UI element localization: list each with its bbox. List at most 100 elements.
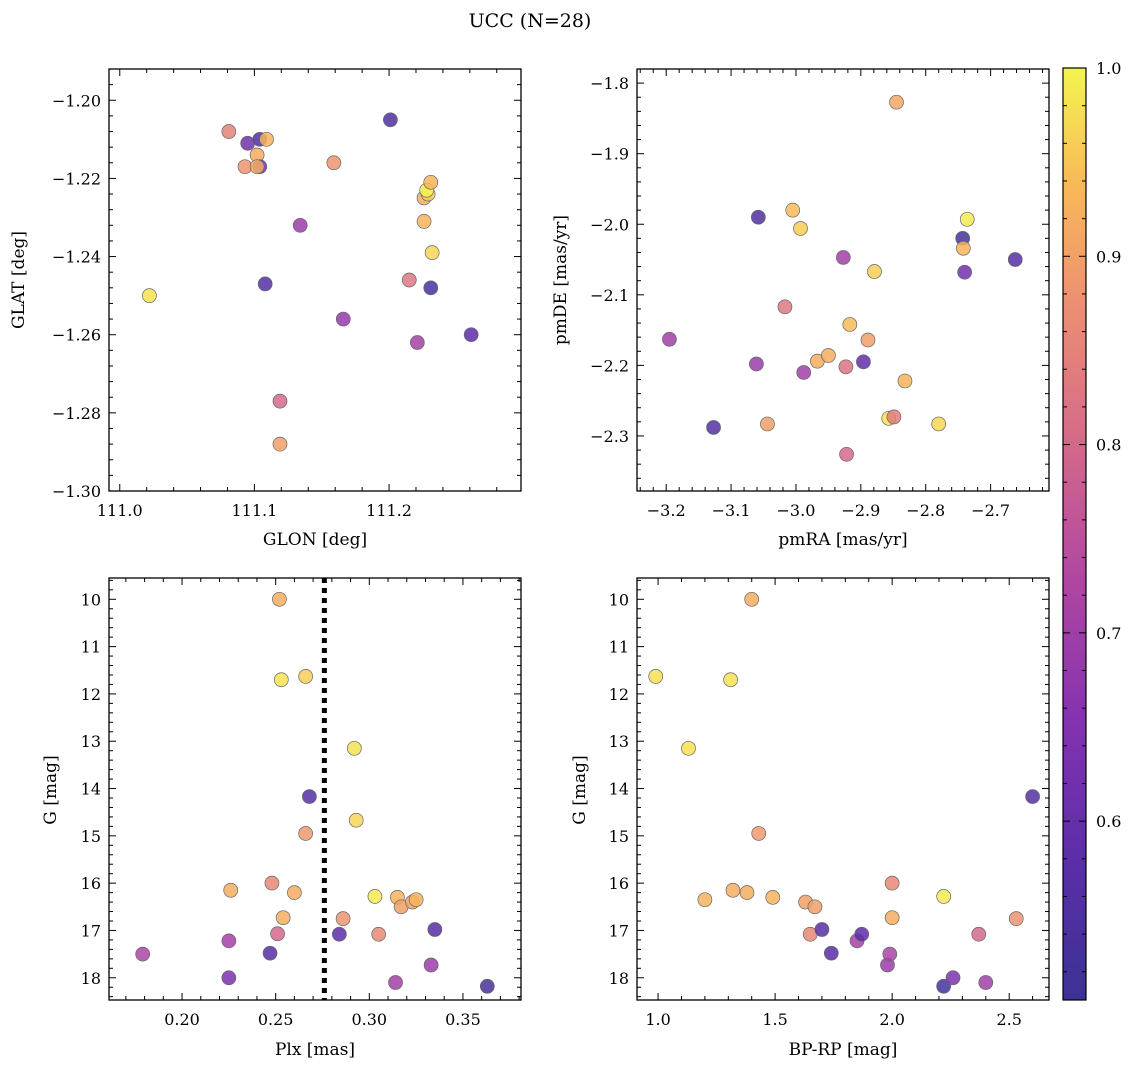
data-point bbox=[275, 910, 291, 926]
x-tick-label: 111.2 bbox=[366, 501, 412, 520]
y-tick-label: 12 bbox=[609, 685, 629, 704]
y-tick-label: −2.2 bbox=[590, 356, 629, 375]
y-tick-label: −1.24 bbox=[52, 248, 101, 267]
data-point bbox=[331, 926, 347, 942]
data-point bbox=[416, 214, 432, 229]
data-point bbox=[785, 202, 801, 218]
x-tick-label: 1.5 bbox=[762, 1010, 787, 1029]
y-tick-label: −1.20 bbox=[52, 91, 101, 110]
data-point bbox=[856, 354, 871, 370]
data-point bbox=[388, 975, 403, 990]
data-point bbox=[978, 975, 994, 990]
y-tick-label: −1.26 bbox=[52, 326, 101, 345]
data-point bbox=[931, 416, 947, 432]
data-point bbox=[423, 280, 439, 296]
data-point bbox=[760, 416, 775, 432]
data-point bbox=[423, 174, 439, 190]
x-tick-label: −2.7 bbox=[971, 501, 1010, 520]
data-point bbox=[408, 892, 424, 908]
y-tick-label: 15 bbox=[609, 827, 629, 846]
data-point bbox=[807, 899, 823, 915]
data-point bbox=[835, 250, 851, 265]
data-point bbox=[249, 159, 265, 175]
data-point bbox=[262, 945, 278, 961]
data-point bbox=[839, 446, 854, 462]
data-point bbox=[945, 970, 961, 986]
data-point bbox=[223, 882, 239, 898]
data-point bbox=[221, 933, 237, 949]
data-point bbox=[897, 373, 913, 389]
data-point bbox=[957, 264, 973, 280]
data-point bbox=[751, 826, 767, 841]
axes-frame-bprp-g bbox=[636, 577, 1050, 1001]
data-point bbox=[814, 922, 830, 937]
data-point bbox=[854, 926, 870, 942]
data-point bbox=[142, 288, 157, 303]
data-point bbox=[750, 209, 766, 225]
data-point bbox=[971, 926, 987, 942]
y-tick-label: 16 bbox=[81, 874, 101, 893]
x-tick-label: 0.30 bbox=[351, 1010, 387, 1029]
y-tick-label: 10 bbox=[609, 590, 629, 609]
data-point bbox=[884, 910, 900, 926]
y-tick-label: −1.30 bbox=[52, 482, 101, 501]
y-tick-label: 14 bbox=[609, 780, 629, 799]
data-point bbox=[1025, 789, 1040, 804]
data-point bbox=[725, 882, 741, 898]
data-point bbox=[326, 155, 342, 171]
data-point bbox=[936, 978, 952, 994]
xlabel-bprp: BP-RP [mag] bbox=[789, 1040, 898, 1060]
x-tick-label: 0.35 bbox=[445, 1010, 481, 1029]
data-point bbox=[401, 272, 417, 288]
data-point bbox=[259, 131, 274, 147]
y-tick-label: 18 bbox=[609, 969, 629, 988]
y-tick-label: −1.22 bbox=[52, 169, 101, 188]
data-point bbox=[463, 327, 479, 343]
panel-glon-glat: GLON [deg] GLAT [deg] 111.0 111.1 111.2 −1.… bbox=[9, 68, 522, 550]
data-point bbox=[959, 211, 975, 227]
data-point bbox=[298, 669, 313, 684]
y-tick-label: 13 bbox=[609, 732, 629, 751]
data-point bbox=[842, 317, 858, 332]
x-tick-label: 2.0 bbox=[879, 1010, 904, 1029]
data-point bbox=[270, 926, 285, 942]
axes-frame-plx-g bbox=[108, 577, 522, 1001]
y-tick-label: 14 bbox=[81, 780, 101, 799]
data-point bbox=[367, 889, 383, 904]
data-point bbox=[302, 789, 317, 804]
y-tick-label: 18 bbox=[81, 969, 101, 988]
colorbar-gradient bbox=[1062, 67, 1087, 1001]
y-tick-label: −2.3 bbox=[590, 427, 629, 446]
x-tick-label: −3.2 bbox=[647, 501, 686, 520]
y-tick-label: −2.0 bbox=[590, 215, 629, 234]
data-point bbox=[648, 669, 664, 684]
data-point bbox=[723, 672, 738, 688]
data-point bbox=[257, 276, 273, 292]
panel-plx-g: Plx [mas] G [mag] 0.20 0.25 0.30 0.35 10 11 12… bbox=[41, 577, 522, 1060]
panel-pmra-pmde: pmRA [mas/yr] pmDE [mas/yr] −3.2 −3.1 −3.0… bbox=[551, 68, 1050, 550]
data-point bbox=[1008, 911, 1024, 926]
x-tick-label: −2.9 bbox=[841, 501, 880, 520]
y-tick-label: 11 bbox=[81, 638, 101, 657]
x-tick-label: 0.20 bbox=[164, 1010, 200, 1029]
y-tick-label: −1.28 bbox=[52, 404, 101, 423]
data-point bbox=[956, 240, 971, 256]
data-point bbox=[860, 332, 876, 348]
data-point bbox=[793, 221, 808, 236]
data-point bbox=[889, 94, 904, 110]
data-point bbox=[681, 740, 696, 756]
data-point bbox=[749, 356, 764, 372]
colorbar-tick-label: 0.7 bbox=[1096, 624, 1121, 643]
axes-frame-glon-glat bbox=[108, 68, 522, 492]
data-point bbox=[346, 740, 362, 756]
data-point bbox=[427, 922, 443, 937]
data-point bbox=[1007, 252, 1023, 267]
data-point bbox=[823, 945, 839, 961]
y-tick-label: 11 bbox=[609, 638, 629, 657]
data-point bbox=[409, 335, 425, 350]
colorbar-tick-label: 0.6 bbox=[1096, 812, 1121, 831]
data-point bbox=[882, 946, 898, 962]
x-tick-label: −2.8 bbox=[906, 501, 945, 520]
colorbar-tick-label: 0.9 bbox=[1096, 247, 1121, 266]
